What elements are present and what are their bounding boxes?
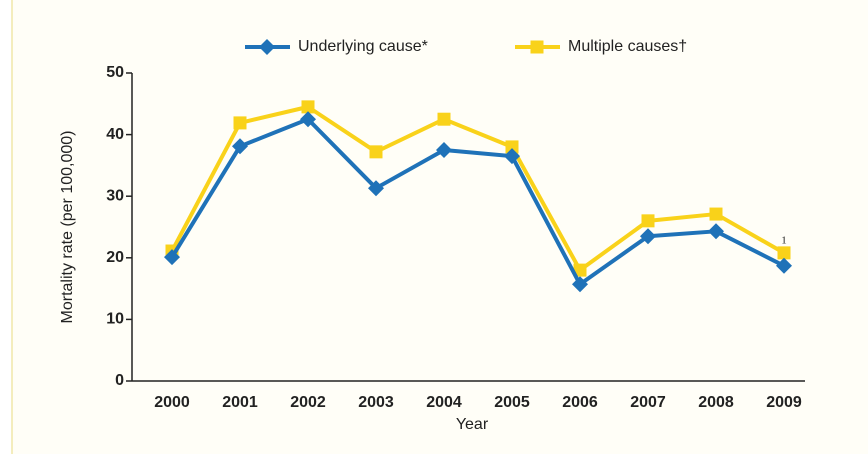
- marker: [530, 40, 544, 54]
- marker: [505, 140, 519, 154]
- marker: [300, 111, 316, 128]
- marker: [232, 138, 248, 155]
- y-tick-label: 50: [106, 64, 124, 81]
- y-tick-label: 40: [106, 126, 124, 143]
- y-tick-label: 0: [115, 372, 124, 389]
- y-tick-label: 10: [106, 311, 124, 328]
- legend-label: Multiple causes†: [568, 38, 687, 55]
- annotation: 1: [781, 235, 787, 247]
- marker: [641, 214, 655, 228]
- y-tick-label: 20: [106, 249, 124, 266]
- marker: [301, 100, 315, 114]
- x-tick-label: 2007: [630, 394, 666, 411]
- marker: [640, 228, 656, 245]
- x-tick-label: 2009: [766, 394, 802, 411]
- x-tick-label: 2002: [290, 394, 326, 411]
- marker: [777, 246, 791, 260]
- x-axis-label: Year: [456, 416, 489, 433]
- x-tick-label: 2005: [494, 394, 530, 411]
- marker: [504, 148, 520, 165]
- x-tick-label: 2004: [426, 394, 462, 411]
- legend-label: Underlying cause*: [298, 38, 428, 55]
- marker: [709, 207, 723, 221]
- series-line: [170, 104, 785, 273]
- marker: [164, 249, 180, 266]
- marker: [776, 257, 792, 274]
- series-line: [170, 117, 785, 287]
- y-axis-label: Mortality rate (per 100,000): [59, 131, 76, 324]
- x-tick-label: 2000: [154, 394, 190, 411]
- marker: [708, 223, 724, 240]
- marker: [233, 116, 247, 130]
- marker: [369, 145, 383, 159]
- marker: [436, 142, 452, 158]
- panel: [11, 0, 868, 454]
- marker: [573, 263, 587, 277]
- x-tick-label: 2001: [222, 394, 258, 411]
- x-tick-label: 2006: [562, 394, 598, 411]
- marker: [259, 39, 275, 55]
- marker: [368, 180, 384, 197]
- x-tick-label: 2003: [358, 394, 394, 411]
- y-tick-label: 30: [106, 187, 124, 204]
- x-tick-label: 2008: [698, 394, 734, 411]
- marker: [437, 112, 451, 126]
- marker: [572, 276, 588, 293]
